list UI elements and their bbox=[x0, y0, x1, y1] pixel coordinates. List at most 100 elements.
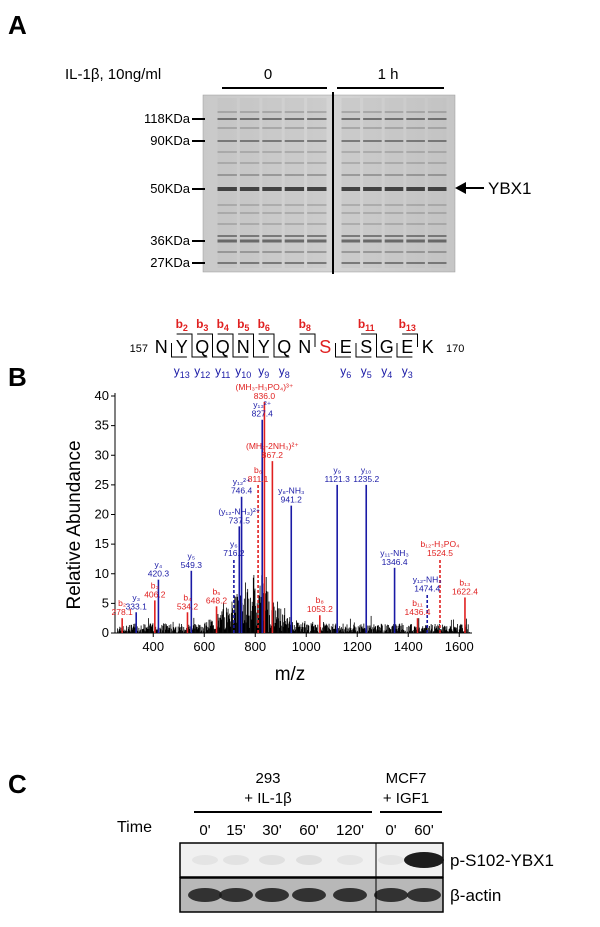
b-ion-label: b4 bbox=[217, 317, 229, 333]
actin-band bbox=[333, 888, 367, 902]
gel-band bbox=[307, 223, 327, 225]
gel-band bbox=[284, 251, 305, 253]
gel-band bbox=[384, 187, 404, 191]
gel-band bbox=[384, 127, 404, 129]
gel-band bbox=[284, 204, 305, 206]
gel-band bbox=[239, 187, 260, 191]
gel-band bbox=[363, 262, 382, 264]
peak-mz-label: 811.1 bbox=[248, 474, 269, 484]
y-ion-bracket bbox=[396, 343, 413, 358]
marker-118: 118KDa bbox=[144, 111, 191, 126]
gel-band bbox=[406, 251, 425, 253]
gel-band bbox=[217, 127, 237, 129]
gel-band bbox=[363, 162, 382, 164]
gel-band bbox=[262, 162, 282, 164]
gel-band bbox=[406, 162, 425, 164]
ybx1-label: YBX1 bbox=[488, 179, 531, 198]
gel-band bbox=[307, 187, 327, 191]
residue: K bbox=[422, 337, 434, 357]
gel-band bbox=[341, 127, 361, 129]
gel-band bbox=[284, 223, 305, 225]
blot-label-actin: β-actin bbox=[450, 886, 501, 905]
gel-band bbox=[406, 127, 425, 129]
y-ion-label: y8 bbox=[279, 364, 290, 380]
peak-mz-label: 1121.3 bbox=[324, 474, 350, 484]
gel-band bbox=[217, 251, 237, 253]
b-ion-label: b6 bbox=[258, 317, 270, 333]
time-label: Time bbox=[117, 819, 152, 836]
gel-band bbox=[307, 262, 327, 264]
gel-band bbox=[341, 140, 361, 142]
peak-mz-label: 737.5 bbox=[229, 515, 251, 525]
gel-band bbox=[406, 187, 425, 191]
gel-band bbox=[217, 223, 237, 225]
gel-band bbox=[239, 223, 260, 225]
mw-markers: 118KDa 90KDa 50KDa 36KDa 27KDa bbox=[144, 111, 205, 270]
gel-band bbox=[239, 235, 260, 237]
gel-band bbox=[239, 251, 260, 253]
actin-band bbox=[219, 888, 253, 902]
marker-50: 50KDa bbox=[150, 181, 191, 196]
residue: G bbox=[380, 337, 394, 357]
actin-band bbox=[374, 888, 408, 902]
gel-band bbox=[427, 235, 447, 237]
b-ion-bracket bbox=[238, 333, 254, 347]
marker-90: 90KDa bbox=[150, 133, 191, 148]
actin-band bbox=[188, 888, 222, 902]
y-ion-bracket bbox=[171, 343, 187, 358]
b-ion-label: b11 bbox=[358, 317, 375, 333]
b-ion-label: b2 bbox=[176, 317, 188, 333]
x-tick-label: 1000 bbox=[292, 639, 321, 654]
peak-mz-label: 1622.4 bbox=[452, 586, 478, 596]
x-tick-label: 400 bbox=[142, 639, 164, 654]
peak-ion-label: b₂ bbox=[118, 598, 126, 608]
gel-band bbox=[384, 118, 404, 120]
gel-band bbox=[384, 212, 404, 214]
peak-mz-label: 1235.2 bbox=[353, 474, 379, 484]
gel-band bbox=[284, 239, 305, 243]
gel-band bbox=[363, 111, 382, 113]
time-point-label: 15' bbox=[226, 822, 246, 839]
time-point-label: 0' bbox=[385, 822, 396, 839]
gel-band bbox=[363, 239, 382, 243]
y-ion-bracket bbox=[232, 343, 249, 358]
gel-band bbox=[239, 127, 260, 129]
residue: N bbox=[155, 337, 168, 357]
peak-mz-label: 333.1 bbox=[126, 601, 148, 611]
panel-a-label: A bbox=[8, 10, 27, 40]
gel-band bbox=[363, 118, 382, 120]
gel-band bbox=[363, 187, 382, 191]
gel-band bbox=[341, 235, 361, 237]
peak-mz-label: 549.3 bbox=[181, 560, 203, 570]
gel-band bbox=[262, 174, 282, 176]
phospho-band bbox=[296, 855, 322, 865]
y-ion-bracket bbox=[273, 343, 290, 358]
gel-band bbox=[239, 174, 260, 176]
peak-ion-label: y₁₁-NH₃ bbox=[380, 548, 409, 558]
gel-band bbox=[262, 235, 282, 237]
gel-band bbox=[217, 118, 237, 120]
peak-ion-label: b₃ bbox=[151, 580, 159, 590]
gel-band bbox=[427, 151, 447, 153]
gel-band bbox=[341, 262, 361, 264]
gel-band bbox=[239, 262, 260, 264]
gel-band bbox=[427, 162, 447, 164]
gel-band bbox=[217, 140, 237, 142]
peak-mz-label: 278.1 bbox=[112, 607, 134, 617]
seq-start-number: 157 bbox=[130, 343, 148, 355]
gel-band bbox=[307, 127, 327, 129]
residue: N bbox=[237, 337, 250, 357]
gel-band bbox=[406, 118, 425, 120]
peak-ion-label: y₈-NH₃ bbox=[278, 486, 304, 496]
gel-band bbox=[406, 204, 425, 206]
gel-band bbox=[284, 162, 305, 164]
residue: Q bbox=[277, 337, 291, 357]
phospho-band bbox=[223, 855, 249, 865]
seq-end-number: 170 bbox=[446, 343, 464, 355]
gel-band bbox=[341, 151, 361, 153]
b-ion-bracket bbox=[361, 333, 377, 347]
ybx1-arrow bbox=[455, 182, 484, 194]
y-axis-label: Relative Abundance bbox=[64, 440, 85, 609]
gel-band bbox=[217, 162, 237, 164]
